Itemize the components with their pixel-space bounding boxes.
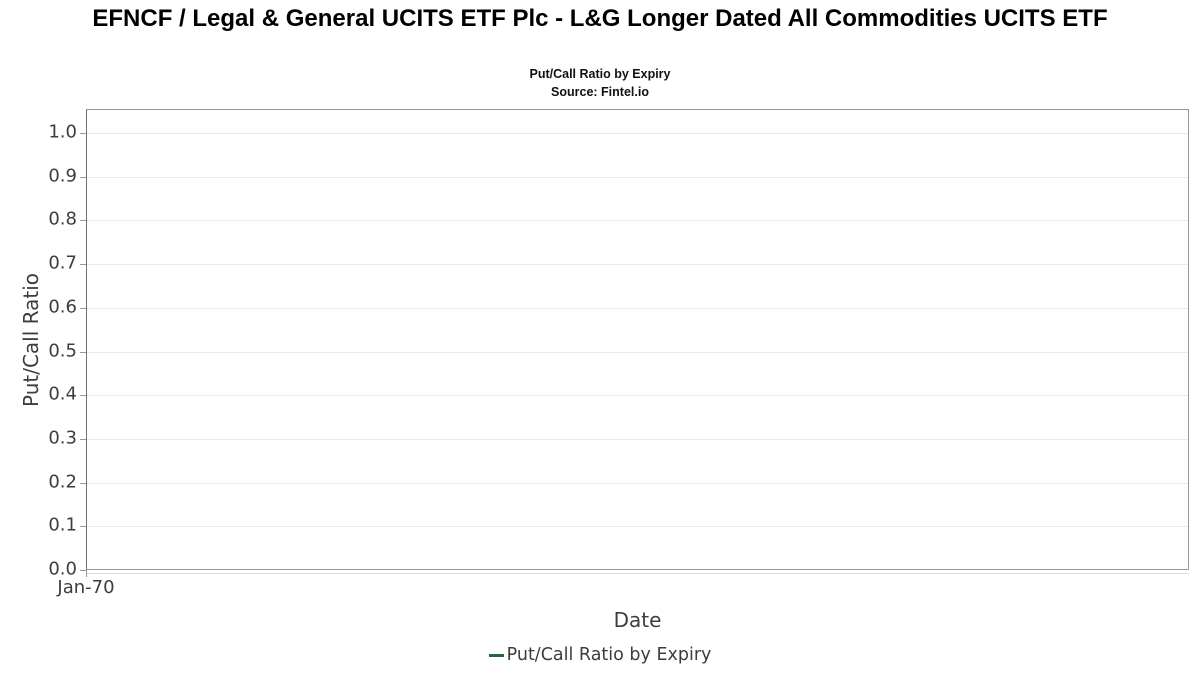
y-tick-label: 0.8 (48, 208, 77, 230)
y-tick-mark (80, 395, 86, 396)
y-tick-mark (80, 526, 86, 527)
y-gridline (87, 220, 1188, 221)
y-tick-label: 0.4 (48, 383, 77, 405)
y-gridline (87, 177, 1188, 178)
y-tick-label: 1.0 (48, 121, 77, 143)
y-tick-label: 0.9 (48, 165, 77, 187)
y-tick-label: 0.2 (48, 471, 77, 493)
y-tick-mark (80, 177, 86, 178)
x-tick-mark (86, 570, 87, 577)
plot-area (86, 109, 1189, 570)
y-tick-mark (80, 308, 86, 309)
y-tick-mark (80, 220, 86, 221)
y-gridline (87, 483, 1188, 484)
x-tick-label: Jan-70 (57, 577, 115, 598)
y-gridline (87, 526, 1188, 527)
y-tick-mark (80, 439, 86, 440)
chart-source-label: Source: Fintel.io (551, 85, 649, 99)
y-tick-mark (80, 264, 86, 265)
y-tick-label: 0.0 (48, 558, 77, 580)
page-title-text: EFNCF / Legal & General UCITS ETF Plc - … (92, 5, 1108, 32)
legend-item-label: Put/Call Ratio by Expiry (506, 645, 712, 665)
x-axis-line (86, 573, 1189, 574)
y-tick-label: 0.1 (48, 514, 77, 536)
x-axis-title: Date (613, 608, 662, 632)
y-gridline (87, 264, 1188, 265)
legend-line-swatch (488, 653, 504, 657)
y-gridline (87, 352, 1188, 353)
y-tick-mark (80, 570, 86, 571)
y-tick-label: 0.5 (48, 340, 77, 362)
y-tick-mark (80, 352, 86, 353)
chart-subtitle: Put/Call Ratio by Expiry (529, 67, 671, 81)
y-gridline (87, 308, 1188, 309)
y-gridline (87, 133, 1188, 134)
y-tick-label: 0.7 (48, 252, 77, 274)
legend: Put/Call Ratio by Expiry (0, 645, 1200, 665)
y-tick-label: 0.3 (48, 427, 77, 449)
y-gridline (87, 439, 1188, 440)
y-tick-mark (80, 483, 86, 484)
legend-item-putcall-ratio[interactable]: Put/Call Ratio by Expiry (488, 645, 712, 665)
y-tick-mark (80, 133, 86, 134)
y-tick-label: 0.6 (48, 296, 77, 318)
page-title: EFNCF / Legal & General UCITS ETF Plc - … (0, 2, 1200, 36)
y-gridline (87, 395, 1188, 396)
